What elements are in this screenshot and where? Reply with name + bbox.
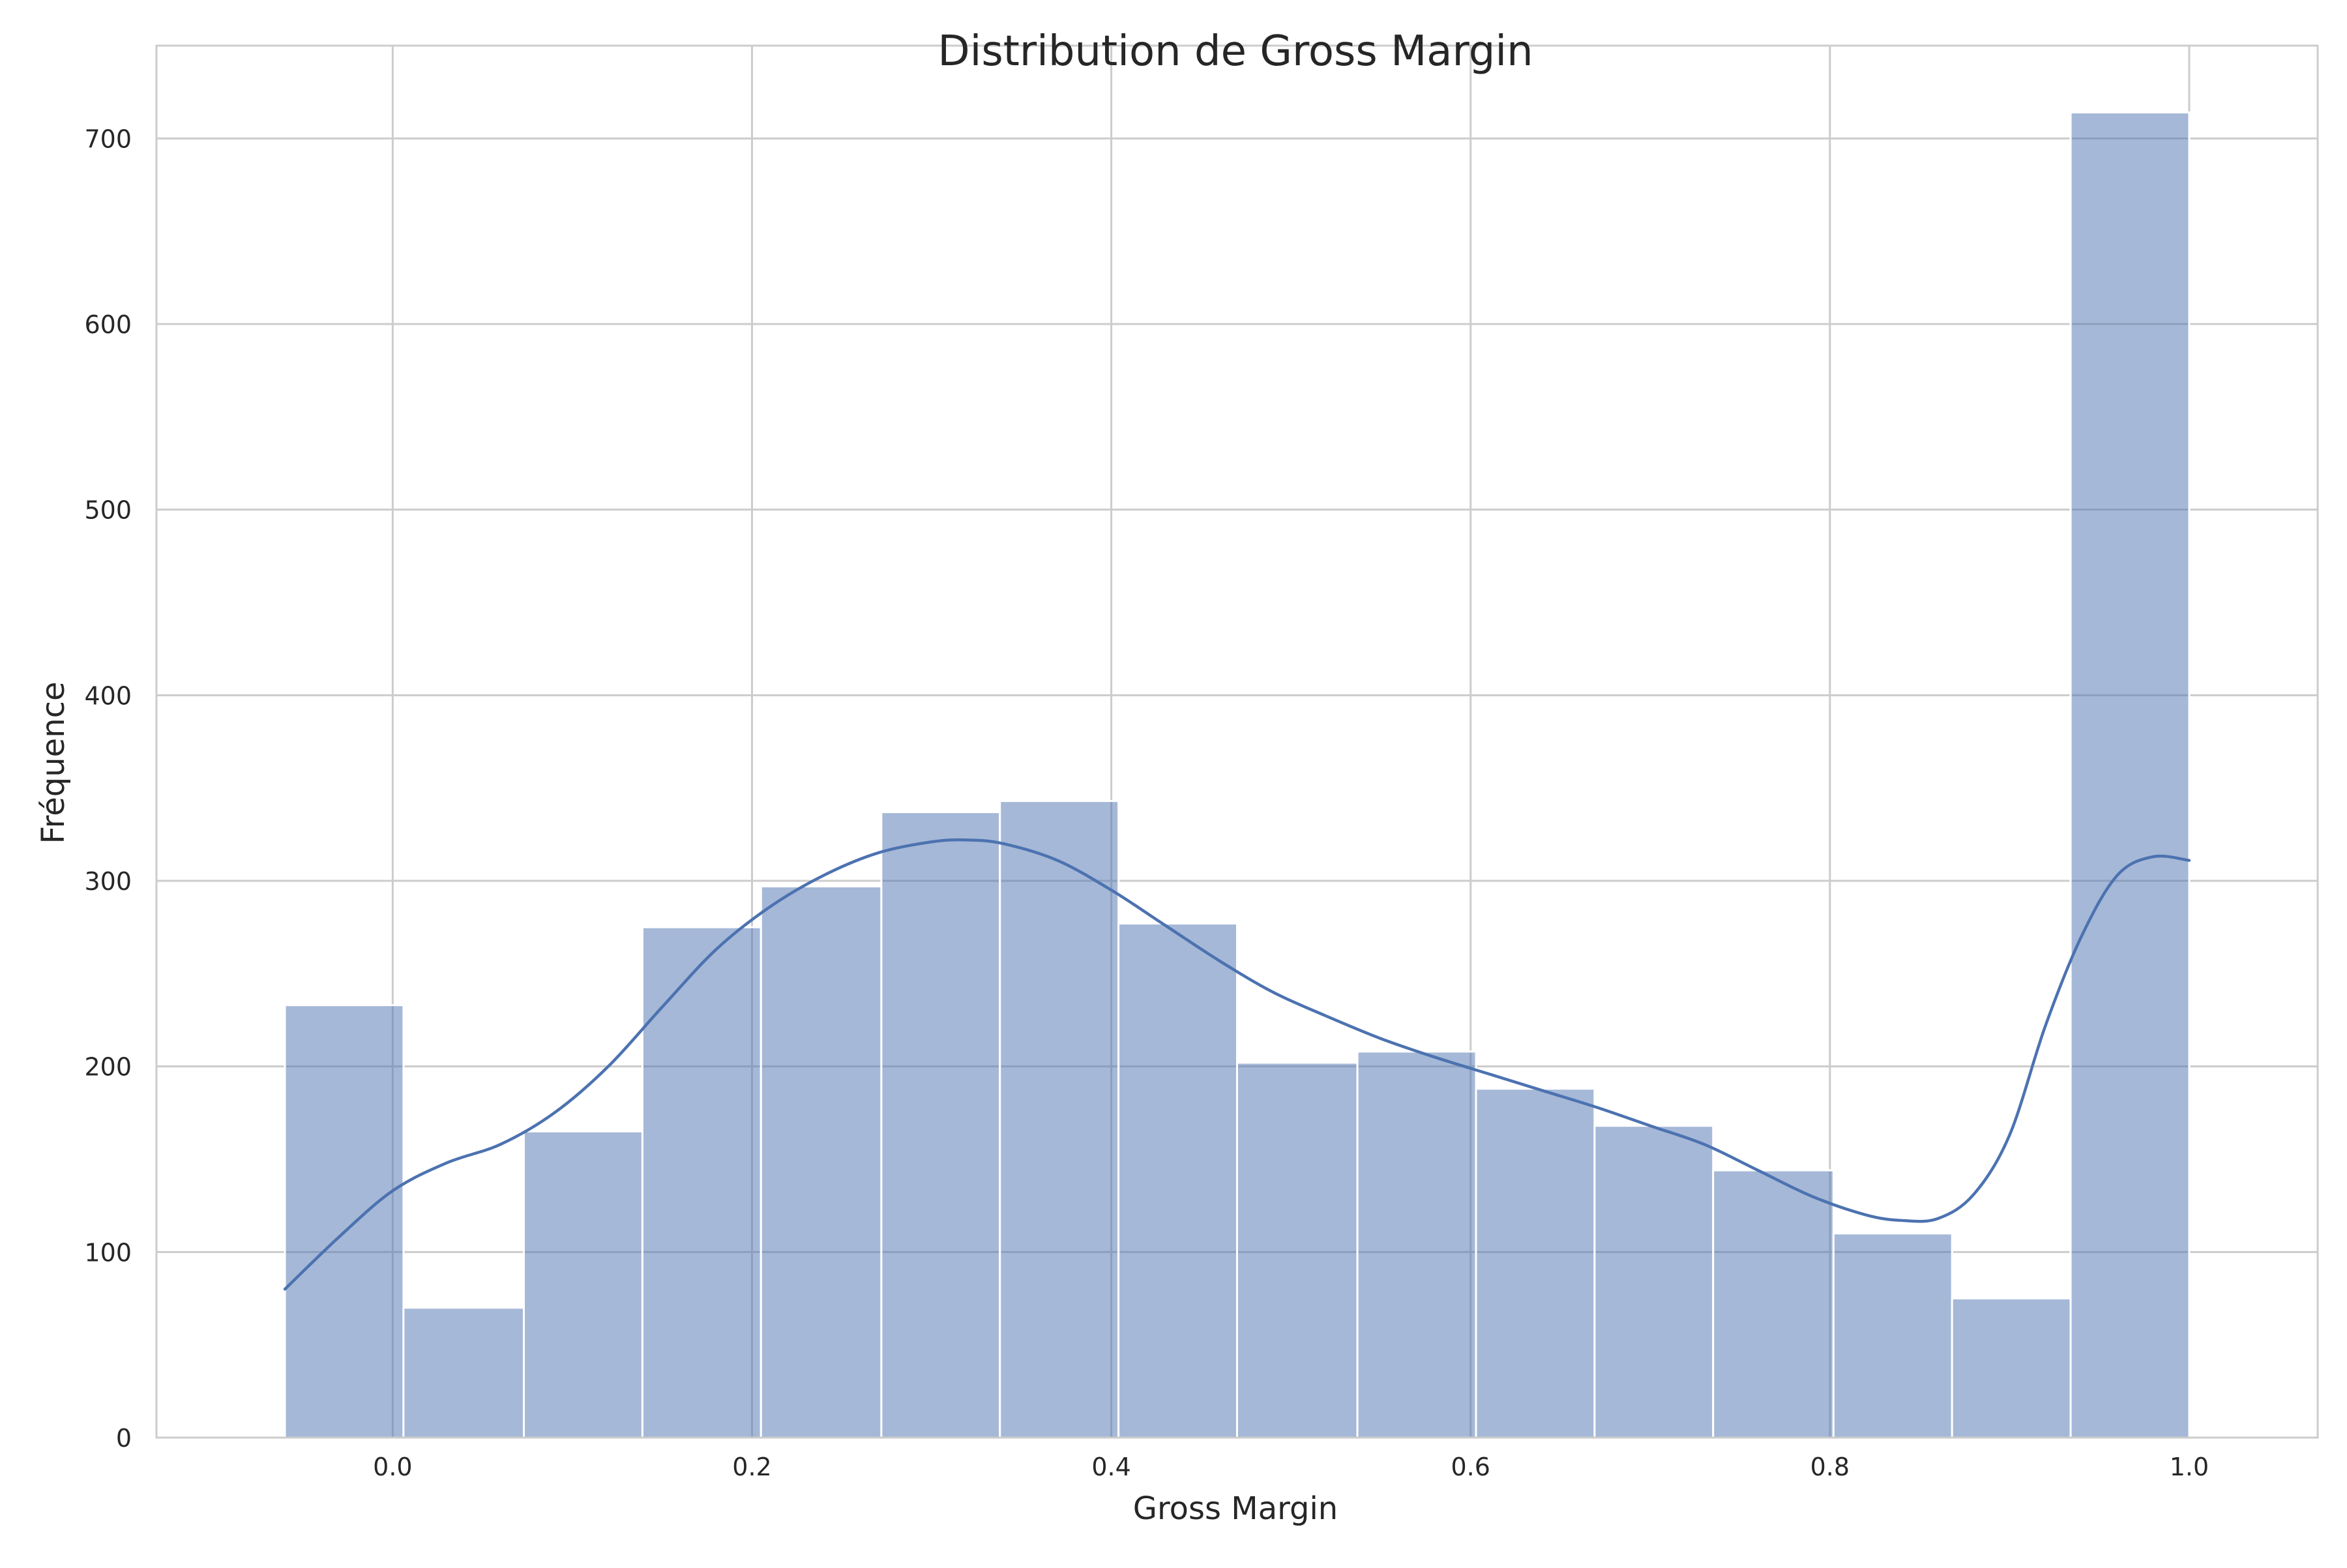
x-tick-label: 0.8: [1810, 1453, 1850, 1481]
y-tick-label: 600: [84, 310, 132, 339]
y-tick-label: 200: [84, 1053, 132, 1082]
y-tick-label: 100: [84, 1238, 132, 1267]
y-tick-label: 700: [84, 125, 132, 153]
y-tick-label: 400: [84, 681, 132, 710]
histogram-bar-0: [284, 1004, 405, 1439]
x-tick-label: 0.6: [1451, 1453, 1490, 1481]
histogram-bar-13: [1832, 1232, 1953, 1439]
histogram-bar-9: [1356, 1050, 1477, 1439]
histogram-bar-8: [1236, 1061, 1359, 1439]
y-tick-label: 0: [116, 1424, 132, 1453]
x-tick-label: 0.4: [1091, 1453, 1130, 1481]
kde-layer: [283, 838, 2191, 1291]
histogram-bar-10: [1475, 1087, 1596, 1439]
histogram-bar-2: [523, 1130, 643, 1439]
x-tick-labels: 0.0 0.2 0.4 0.6 0.8 1.0: [373, 1453, 2209, 1481]
histogram-bar-11: [1593, 1125, 1715, 1439]
y-tick-label: 500: [84, 496, 132, 525]
x-axis-label: Gross Margin: [1133, 1490, 1338, 1527]
plot-frame: [155, 44, 2319, 1439]
y-tick-label: 300: [84, 867, 132, 896]
x-tick-label: 0.2: [732, 1453, 771, 1481]
histogram-bar-1: [402, 1307, 525, 1439]
histogram-bar-15: [2069, 111, 2191, 1439]
histogram-bar-5: [880, 811, 1001, 1439]
histogram-bars: [284, 111, 2191, 1439]
grid-layer: [156, 46, 2318, 1439]
histogram-bar-7: [1117, 922, 1238, 1439]
histogram-bar-6: [999, 800, 1120, 1439]
histogram-bar-3: [641, 926, 762, 1439]
y-tick-labels: 0 100 200 300 400 500 600 700: [84, 125, 132, 1453]
x-tick-label: 0.0: [373, 1453, 412, 1481]
x-tick-label: 1.0: [2170, 1453, 2209, 1481]
y-axis-label: Fréquence: [35, 681, 72, 844]
kde-curve: [283, 838, 2191, 1291]
histogram-bar-14: [1951, 1297, 2072, 1439]
chart-title: Distribution de Gross Margin: [937, 27, 1533, 76]
histogram-bar-4: [760, 885, 883, 1439]
histogram-bar-12: [1712, 1169, 1835, 1439]
